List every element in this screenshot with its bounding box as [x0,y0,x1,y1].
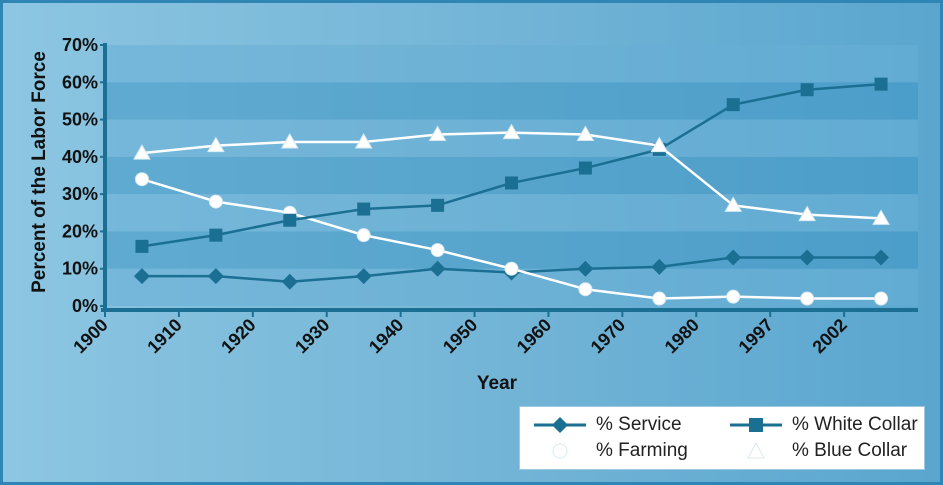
square-marker-icon [730,418,782,432]
data-point-triangle [502,123,521,140]
data-point-square [357,202,371,216]
data-point-circle [578,282,593,297]
x-tick-labels: 1900 1910 1920 1930 1940 1950 1960 1970 1980 1997… [69,315,851,357]
y-tick-label: 40% [62,147,98,167]
data-point-circle [504,261,519,276]
legend: % Service % Farming % White Collar % Blu… [519,406,925,470]
circle-marker-icon [534,443,586,459]
axes [100,43,918,317]
y-tick-labels: 0% 10% 20% 30% 40% 50% 60% 70% [62,35,98,316]
legend-label: % White Collar [792,414,918,435]
data-point-triangle [872,209,890,225]
legend-label: % Blue Collar [792,440,908,461]
data-point-triangle [650,136,669,153]
data-point-triangle [207,136,225,153]
legend-item-blue-collar: % Blue Collar [728,439,907,463]
data-point-square [135,239,149,253]
legend-label: % Service [596,414,682,435]
x-tick-label: 1930 [291,315,333,357]
x-tick-label: 1950 [439,315,481,357]
data-point-square [874,77,888,91]
data-point-diamond [207,268,224,285]
y-axis-label: Percent of the Labor Force [29,51,50,293]
data-point-triangle [576,125,595,141]
data-point-diamond [577,260,594,277]
y-tick-label: 70% [62,35,98,55]
y-tick-label: 10% [62,259,98,279]
grid-band [105,45,918,83]
data-point-diamond [873,249,890,266]
data-point-diamond [429,260,446,277]
y-tick-label: 20% [62,221,98,241]
x-tick-label: 1910 [143,315,185,357]
data-point-diamond [799,249,816,266]
legend-item-white-collar: % White Collar [728,413,918,437]
data-point-circle [208,194,223,209]
data-point-triangle [280,132,299,149]
data-point-diamond [725,249,742,266]
x-tick-label: 1997 [735,315,777,357]
data-point-circle [134,172,149,187]
line-chart: 0% 10% 20% 30% 40% 50% 60% 70% 1900 1910 1920 1930… [29,35,918,394]
legend-item-farming: % Farming [532,439,688,463]
data-point-square [431,198,445,212]
y-tick-label: 0% [72,296,98,316]
diamond-marker-icon [534,417,586,433]
data-point-diamond [133,268,150,285]
x-tick-label: 1970 [587,315,629,357]
x-axis-label: Year [477,373,518,394]
grid-band [105,82,918,120]
data-point-square [505,176,518,190]
data-point-square [209,228,223,242]
triangle-marker-icon [730,441,782,459]
data-point-circle [652,291,667,306]
data-point-triangle [798,205,816,222]
data-point-circle [356,228,371,243]
x-tick-label: 1960 [513,315,555,357]
data-point-diamond [651,258,668,275]
x-tick-label: 1940 [365,315,407,357]
data-point-triangle [428,125,447,141]
x-tick-label: 2002 [808,315,850,357]
legend-label: % Farming [596,440,688,461]
data-point-square [726,98,740,112]
data-point-diamond [281,273,298,290]
data-point-circle [800,291,815,306]
data-point-circle [874,291,889,306]
data-point-square [800,83,814,97]
data-point-triangle [724,196,743,212]
data-point-diamond [355,268,372,285]
y-tick-label: 60% [62,72,98,92]
series-lines [133,77,890,306]
data-point-triangle [133,144,151,160]
data-point-circle [430,243,445,258]
data-point-square [283,213,297,227]
data-point-circle [726,289,741,304]
data-point-square [578,161,592,175]
x-tick-label: 1980 [661,315,703,357]
x-tick-label: 1920 [217,315,259,357]
data-point-triangle [354,132,373,149]
x-tick-label: 1900 [69,315,111,357]
legend-item-service: % Service [532,413,682,437]
y-tick-label: 30% [62,184,98,204]
y-tick-label: 50% [62,110,98,130]
